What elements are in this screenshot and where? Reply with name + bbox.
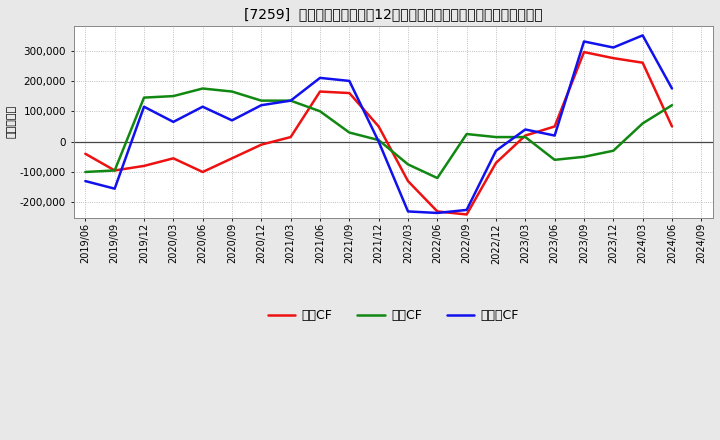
投資CF (433, 176, 441, 181)
営業CF (287, 135, 295, 140)
投資CF (521, 135, 530, 140)
フリーCF (315, 75, 324, 81)
投資CF (492, 135, 500, 140)
投資CF (580, 154, 588, 159)
フリーCF (433, 210, 441, 216)
営業CF (433, 209, 441, 214)
投資CF (257, 98, 266, 103)
フリーCF (81, 179, 90, 184)
投資CF (667, 103, 676, 108)
フリーCF (639, 33, 647, 38)
営業CF (492, 160, 500, 165)
投資CF (287, 98, 295, 103)
営業CF (198, 169, 207, 175)
営業CF (140, 163, 148, 169)
Line: フリーCF: フリーCF (86, 35, 672, 213)
Y-axis label: （百万円）: （百万円） (7, 105, 17, 139)
営業CF (374, 124, 383, 129)
投資CF (462, 132, 471, 137)
フリーCF (521, 127, 530, 132)
投資CF (198, 86, 207, 91)
営業CF (110, 168, 119, 173)
投資CF (609, 148, 618, 154)
フリーCF (257, 103, 266, 108)
営業CF (609, 55, 618, 61)
投資CF (140, 95, 148, 100)
投資CF (374, 137, 383, 143)
営業CF (521, 133, 530, 138)
営業CF (81, 151, 90, 156)
フリーCF (345, 78, 354, 84)
フリーCF (140, 104, 148, 110)
フリーCF (169, 119, 178, 125)
投資CF (639, 121, 647, 126)
営業CF (315, 89, 324, 94)
フリーCF (667, 86, 676, 91)
フリーCF (550, 133, 559, 138)
フリーCF (609, 45, 618, 50)
フリーCF (198, 104, 207, 110)
投資CF (550, 157, 559, 162)
Line: 投資CF: 投資CF (86, 88, 672, 178)
Legend: 営業CF, 投資CF, フリーCF: 営業CF, 投資CF, フリーCF (263, 304, 524, 327)
営業CF (257, 142, 266, 147)
Line: 営業CF: 営業CF (86, 52, 672, 214)
営業CF (580, 49, 588, 55)
Title: [7259]  キャッシュフローの12か月移動合計の対前年同期増減額の推移: [7259] キャッシュフローの12か月移動合計の対前年同期増減額の推移 (244, 7, 543, 21)
フリーCF (462, 207, 471, 213)
フリーCF (492, 148, 500, 154)
投資CF (169, 93, 178, 99)
フリーCF (580, 39, 588, 44)
営業CF (550, 124, 559, 129)
投資CF (81, 169, 90, 175)
投資CF (404, 162, 413, 167)
営業CF (345, 90, 354, 95)
投資CF (345, 130, 354, 135)
フリーCF (228, 118, 236, 123)
営業CF (667, 124, 676, 129)
営業CF (169, 156, 178, 161)
投資CF (110, 168, 119, 173)
フリーCF (374, 139, 383, 144)
フリーCF (110, 186, 119, 191)
投資CF (315, 109, 324, 114)
フリーCF (404, 209, 413, 214)
営業CF (228, 156, 236, 161)
投資CF (228, 89, 236, 94)
営業CF (462, 212, 471, 217)
営業CF (404, 179, 413, 184)
フリーCF (287, 98, 295, 103)
営業CF (639, 60, 647, 66)
